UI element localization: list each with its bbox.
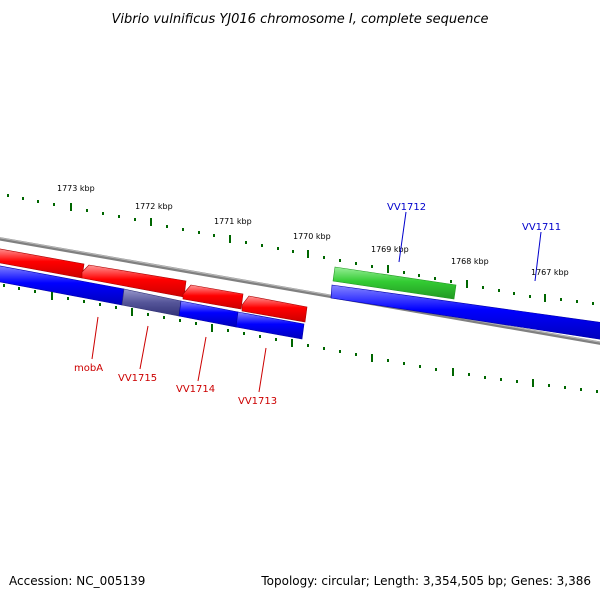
major-tick xyxy=(70,203,72,211)
scale-label-1767: 1767 kbp xyxy=(531,268,569,277)
topology-summary: Topology: circular; Length: 3,354,505 bp… xyxy=(260,574,591,588)
label-VV1715[interactable]: VV1715 xyxy=(118,373,157,384)
major-tick xyxy=(229,235,231,243)
scale-label-1770: 1770 kbp xyxy=(293,232,331,241)
major-tick xyxy=(307,250,309,258)
major-tick xyxy=(452,368,454,376)
label-VV1712[interactable]: VV1712 xyxy=(387,202,426,213)
cds-segment-3[interactable] xyxy=(235,311,305,340)
major-tick xyxy=(150,218,152,226)
cds-track-reverse xyxy=(0,265,305,340)
scale-label-1769: 1769 kbp xyxy=(371,245,409,254)
label-mobA[interactable]: mobA xyxy=(74,363,103,374)
cds-track-forward[interactable] xyxy=(330,284,600,340)
gene-VV1712[interactable] xyxy=(332,266,457,300)
major-tick xyxy=(51,292,53,300)
gene-VV1714[interactable] xyxy=(182,284,244,310)
major-tick xyxy=(466,280,468,288)
label-VV1714[interactable]: VV1714 xyxy=(176,384,215,395)
accession-text: Accession: NC_005139 xyxy=(9,574,145,588)
major-tick xyxy=(211,324,213,332)
scale-label-1768: 1768 kbp xyxy=(451,257,489,266)
major-tick xyxy=(291,339,293,347)
major-tick xyxy=(544,294,546,302)
gene-VV1713[interactable] xyxy=(241,295,308,323)
scale-label-1772: 1772 kbp xyxy=(135,202,173,211)
inner-scale-ring xyxy=(3,284,598,393)
sequence-backbone xyxy=(0,237,600,345)
major-tick xyxy=(131,308,133,316)
label-VV1713[interactable]: VV1713 xyxy=(238,396,277,407)
major-tick xyxy=(387,265,389,273)
scale-labels: 1773 kbp 1772 kbp 1771 kbp 1770 kbp 1769… xyxy=(57,184,569,277)
label-VV1711[interactable]: VV1711 xyxy=(522,222,561,233)
scale-label-1773: 1773 kbp xyxy=(57,184,95,193)
major-tick xyxy=(371,354,373,362)
reverse-genes xyxy=(0,248,308,323)
outer-scale-ring xyxy=(7,194,594,305)
label-leaders xyxy=(91,211,542,393)
gene-labels: mobA VV1715 VV1714 VV1713 VV1712 VV1711 xyxy=(74,202,561,407)
map-title: Vibrio vulnificus YJ016 chromosome I, co… xyxy=(111,12,488,27)
major-tick xyxy=(532,379,534,387)
gene-VV1715[interactable] xyxy=(81,264,187,298)
scale-label-1771: 1771 kbp xyxy=(214,217,252,226)
